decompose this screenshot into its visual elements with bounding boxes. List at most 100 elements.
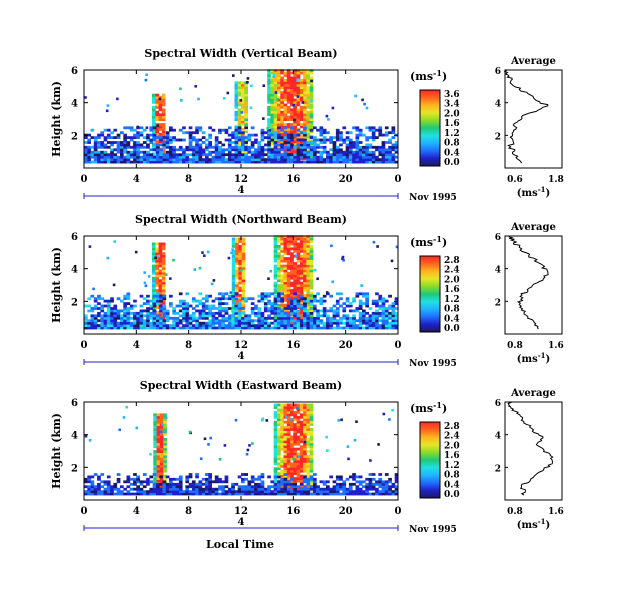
heatmap-cell (156, 326, 160, 330)
heatmap-cell (306, 245, 311, 248)
heatmap-cell (280, 249, 284, 253)
heatmap-cell (90, 136, 95, 139)
heatmap-cell (142, 158, 147, 161)
heatmap-cell (139, 133, 144, 137)
heatmap-cell (358, 131, 363, 135)
heatmap-cell (270, 309, 275, 313)
heatmap-cell (126, 136, 131, 139)
heatmap-cell (286, 267, 291, 270)
heatmap-cell (250, 133, 255, 137)
heatmap-cell (201, 477, 206, 481)
heatmap-cell (179, 87, 182, 91)
heatmap-cell (273, 420, 278, 424)
heatmap-cell (348, 160, 353, 164)
heatmap-cell (299, 135, 304, 139)
colorbar-tick-label: 1.6 (444, 285, 460, 295)
heatmap-cell (355, 128, 360, 132)
heatmap-cell (280, 286, 284, 290)
heatmap-cell (306, 455, 311, 458)
heatmap-cell (146, 492, 150, 496)
heatmap-cell (123, 302, 127, 305)
heatmap-cell (306, 259, 311, 263)
heatmap-cell (103, 145, 108, 149)
heatmap-cell (313, 326, 317, 330)
heatmap-cell (93, 314, 98, 318)
heatmap-cell (394, 485, 399, 489)
heatmap-cell (158, 313, 163, 317)
heatmap-cell (250, 141, 255, 144)
heatmap-cell (195, 299, 199, 303)
heatmap-cell (309, 428, 314, 431)
heatmap-cell (296, 284, 301, 287)
heatmap-cell (354, 94, 357, 98)
heatmap-cell (313, 141, 317, 144)
heatmap-cell (388, 158, 392, 161)
heatmap-cell (161, 259, 166, 263)
heatmap-cell (90, 128, 95, 132)
heatmap-cell (309, 464, 314, 468)
heatmap-cell (142, 153, 147, 157)
heatmap-cell (188, 475, 193, 479)
heatmap-cell (139, 145, 144, 149)
heatmap-cell (234, 128, 239, 132)
heatmap-cell (103, 299, 108, 303)
heatmap-cell (286, 442, 291, 446)
heatmap-cell (172, 485, 176, 489)
heatmap-cell (283, 467, 288, 471)
heatmap-cell (123, 314, 127, 318)
heatmap-cell (286, 297, 291, 301)
heatmap-cell (110, 319, 114, 323)
heatmap-cell (172, 477, 176, 481)
heatmap-cell (280, 125, 284, 129)
heatmap-cell (303, 408, 307, 412)
heatmap-cell (286, 435, 291, 439)
heatmap-cell (306, 118, 311, 121)
heatmap-cell (293, 113, 297, 117)
heatmap-cell (306, 81, 311, 85)
heatmap-cell (123, 145, 127, 149)
heatmap-cell (165, 485, 170, 489)
heatmap-cell (163, 477, 167, 480)
heatmap-cell (198, 266, 202, 270)
heatmap-cell (260, 158, 265, 161)
heatmap-cell (162, 482, 167, 486)
heatmap-cell (309, 247, 314, 251)
heatmap-cell (277, 158, 281, 161)
heatmap-cell (378, 324, 383, 327)
heatmap-cell (93, 319, 98, 323)
heatmap-cell (218, 485, 222, 489)
heatmap-cell (155, 254, 159, 258)
heatmap-cell (335, 311, 340, 315)
heatmap-cell (129, 136, 134, 139)
heatmap-cell (129, 326, 134, 330)
heatmap-cell (126, 326, 131, 330)
heatmap-cell (290, 445, 294, 449)
heatmap-cell (391, 492, 396, 496)
heatmap-cell (241, 103, 245, 107)
heatmap-cell (270, 105, 275, 109)
heatmap-cell (286, 249, 291, 253)
heatmap-cell (241, 115, 245, 119)
heatmap-cell (378, 158, 383, 161)
heatmap-cell (123, 148, 127, 152)
heatmap-cell (316, 326, 320, 330)
heatmap-cell (342, 307, 347, 310)
heatmap-cell (231, 262, 236, 265)
heatmap-cell (103, 311, 108, 315)
heatmap-cell (299, 294, 304, 298)
heatmap-cell (388, 480, 392, 484)
heatmap-cell (299, 242, 304, 246)
heatmap-cell (388, 294, 392, 298)
heatmap-cell (120, 145, 124, 149)
heatmap-cell (283, 160, 288, 164)
heatmap-cell (270, 86, 275, 90)
heatmap-cell (273, 113, 278, 117)
heatmap-cell (296, 299, 301, 303)
heatmap-cell (280, 474, 284, 478)
heatmap-cell (250, 324, 255, 327)
heatmap-cell (241, 324, 245, 327)
heatmap-cell (106, 314, 111, 318)
heatmap-cell (273, 108, 278, 112)
heatmap-cell (156, 477, 161, 480)
heatmap-cell (283, 103, 288, 107)
